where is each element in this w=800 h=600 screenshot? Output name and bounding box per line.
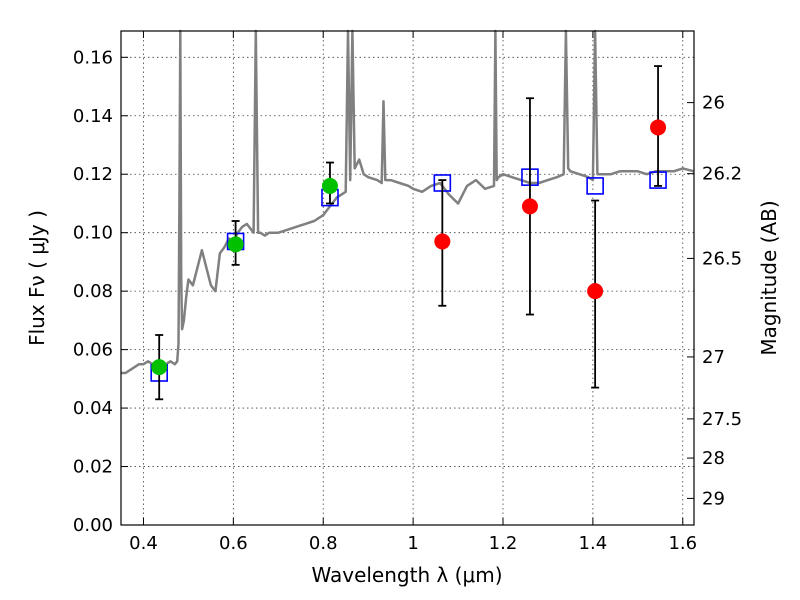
mag-tick-label: 26.2 [702, 164, 742, 185]
y-tick-label: 0.02 [73, 457, 113, 478]
x-tick-label: 0.4 [129, 533, 158, 554]
y-tick-label: 0.06 [73, 340, 113, 361]
x-axis-title: Wavelength λ (μm) [311, 563, 502, 587]
tick-labels: 0.4 0.6 0.8 1 1.2 1.4 1.6 0.00 0.02 0.04 0.06 0.08 0… [73, 47, 742, 554]
y-tick-label: 0.10 [73, 223, 113, 244]
y-tick-label: 0.12 [73, 164, 113, 185]
spectrum-line [121, 29, 695, 375]
mag-tick-label: 26.5 [702, 248, 742, 269]
grid-lines [121, 31, 694, 526]
model-photometry-square [586, 177, 604, 195]
mag-tick-label: 29 [702, 488, 725, 509]
y-tick-label: 0.14 [73, 106, 113, 127]
plot-frame [120, 30, 695, 526]
mag-tick-label: 28 [702, 448, 725, 469]
y-tick-label: 0.00 [73, 515, 113, 536]
detection-point [227, 236, 244, 253]
x-tick-label: 1.2 [489, 533, 518, 554]
photometry-layer [150, 65, 667, 401]
y-tick-label: 0.04 [73, 398, 113, 419]
mag-tick-label: 26 [702, 93, 725, 114]
y2-axis-title: Magnitude (AB) [757, 200, 781, 355]
x-tick-label: 0.6 [219, 533, 248, 554]
low-snr-point [434, 233, 451, 250]
y-tick-label: 0.16 [73, 47, 113, 68]
low-snr-point [587, 283, 604, 300]
mag-tick-label: 27 [702, 347, 725, 368]
mag-tick-label: 27.5 [702, 409, 742, 430]
spectrum-layer [121, 29, 695, 375]
x-tick-label: 1.6 [668, 533, 697, 554]
x-tick-label: 1.4 [579, 533, 608, 554]
detection-point [151, 359, 168, 376]
x-tick-label: 0.8 [309, 533, 338, 554]
y-axis-title: Flux Fν ( μJy ) [25, 210, 49, 346]
low-snr-point [650, 119, 667, 136]
y-tick-label: 0.08 [73, 281, 113, 302]
axis-ticks [121, 31, 694, 526]
detection-point [321, 177, 338, 194]
low-snr-point [521, 198, 538, 215]
x-tick-label: 1 [407, 533, 418, 554]
